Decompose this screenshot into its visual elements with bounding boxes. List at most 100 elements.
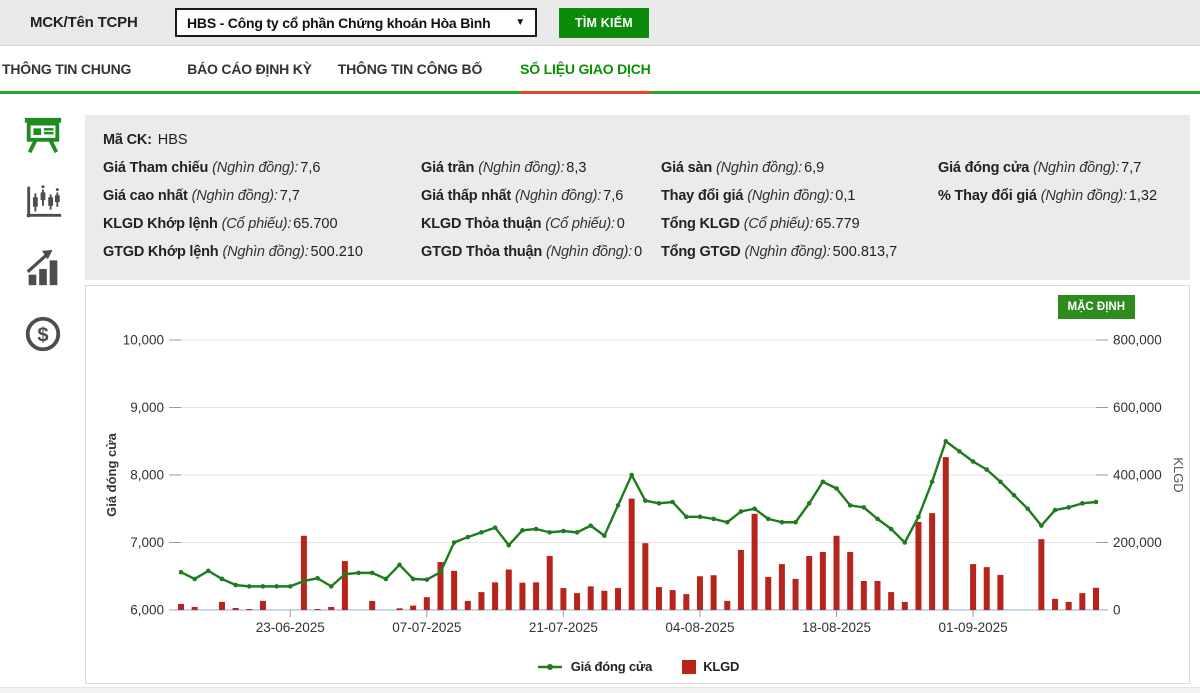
info-label: Tổng KLGD <box>661 216 740 232</box>
info-unit: (Cổ phiếu): <box>545 216 615 232</box>
info-value: 6,9 <box>804 160 825 176</box>
symbol-select-value: HBS - Công ty cổ phần Chứng khoán Hòa Bì… <box>187 14 491 31</box>
info-unit: (Cổ phiếu): <box>743 216 814 232</box>
info-unit: (Nghìn đồng): <box>515 188 602 204</box>
info-row: KLGD Khớp lệnh (Cổ phiếu): 65.700 KLGD Thỏa… <box>103 210 1172 238</box>
svg-text:23-06-2025: 23-06-2025 <box>256 620 325 635</box>
default-view-button[interactable]: MẶC ĐỊNH <box>1057 295 1135 319</box>
tab-thong-tin-cong-bo[interactable]: THÔNG TIN CÔNG BỐ <box>337 60 483 77</box>
info-unit: (Nghìn đồng): <box>478 160 565 176</box>
chevron-down-icon: ▼ <box>515 17 525 28</box>
info-item-gia-tran: Giá trần (Nghìn đồng): 8,3 <box>421 154 661 182</box>
info-row: GTGD Khớp lệnh (Nghìn đồng): 500.210 GTGD T… <box>103 238 1172 266</box>
stock-symbol-row: Mã CK: HBS <box>103 126 1172 154</box>
line-marker-icon <box>537 663 562 670</box>
info-value: 500.210 <box>310 244 363 260</box>
tab-thong-tin-chung[interactable]: THÔNG TIN CHUNG <box>2 60 132 77</box>
right-axis-title: KLGD <box>1171 457 1186 492</box>
info-label: Thay đổi giá <box>661 188 744 204</box>
price-volume-chart-svg[interactable]: 6,000 0 7,000 200,000 8,000 400,000 9,000 600,0… <box>86 286 1189 683</box>
svg-text:6,000: 6,000 <box>130 603 164 618</box>
topbar: MCK/Tên TCPH HBS - Công ty cổ phần Chứng… <box>0 0 1200 46</box>
svg-text:0: 0 <box>1113 603 1121 618</box>
trading-chart-card: MẶC ĐỊNH 6,000 0 7,000 200,000 8,000 400,000 9… <box>85 285 1190 684</box>
info-label: Giá Tham chiếu <box>103 160 209 176</box>
info-item-thay-doi-gia: Thay đổi giá (Nghìn đồng): 0,1 <box>661 182 938 210</box>
info-label: Giá trần <box>421 160 475 176</box>
bar-chart-icon <box>22 247 64 294</box>
info-item-gia-san: Giá sàn (Nghìn đồng): 6,9 <box>661 154 938 182</box>
tab-so-lieu-giao-dich[interactable]: SỐ LIỆU GIAO DỊCH <box>520 46 651 94</box>
icon-sidebar: $ <box>0 94 85 358</box>
info-value: 8,3 <box>566 160 587 176</box>
sidebar-item-volume[interactable] <box>21 248 65 292</box>
sidebar-item-finance[interactable]: $ <box>21 314 65 358</box>
info-item-gtgd-thoa-thuan: GTGD Thỏa thuận (Nghìn đồng): 0 <box>421 238 661 266</box>
info-unit: (Nghìn đồng): <box>222 244 309 260</box>
info-label: GTGD Khớp lệnh <box>103 244 219 260</box>
svg-text:800,000: 800,000 <box>1113 333 1162 348</box>
info-row: Giá cao nhất (Nghìn đồng): 7,7 Giá thấp nhấ… <box>103 182 1172 210</box>
info-label: Giá cao nhất <box>103 188 188 204</box>
info-value: 7,7 <box>279 188 300 204</box>
info-item-gia-dong-cua: Giá đóng cửa (Nghìn đồng): 7,7 <box>938 154 1172 182</box>
svg-text:7,000: 7,000 <box>130 535 164 550</box>
info-unit: (Nghìn đồng): <box>546 244 633 260</box>
page-bottom-strip <box>0 687 1200 693</box>
info-item-klgd-thoa-thuan: KLGD Thỏa thuận (Cổ phiếu): 0 <box>421 210 661 238</box>
tab-bao-cao-dinh-ky[interactable]: BÁO CÁO ĐỊNH KỲ <box>187 60 312 77</box>
info-value: 0 <box>616 216 625 232</box>
info-label: KLGD Khớp lệnh <box>103 216 218 232</box>
sidebar-item-overview[interactable] <box>21 116 65 160</box>
svg-text:04-08-2025: 04-08-2025 <box>665 620 734 635</box>
legend-label: Giá đóng cửa <box>570 659 653 674</box>
sidebar-item-candlestick[interactable] <box>21 182 65 226</box>
info-value: 0 <box>634 244 643 260</box>
info-label: KLGD Thỏa thuận <box>421 216 542 232</box>
presentation-chart-icon <box>22 115 64 162</box>
info-unit: (Nghìn đồng): <box>747 188 834 204</box>
candlestick-chart-icon <box>22 181 64 228</box>
legend-label: KLGD <box>703 659 740 674</box>
bar-swatch-icon <box>682 659 697 674</box>
content-area: Mã CK: HBS Giá Tham chiếu (Nghìn đồng): 7,… <box>85 94 1190 684</box>
info-item-gia-cao-nhat: Giá cao nhất (Nghìn đồng): 7,7 <box>103 182 421 210</box>
info-unit: (Nghìn đồng): <box>716 160 803 176</box>
info-item-ma-ck: Mã CK: HBS <box>103 126 421 154</box>
info-unit: (Nghìn đồng): <box>1033 160 1120 176</box>
ma-ck-label: Mã CK: <box>103 132 152 148</box>
svg-text:18-08-2025: 18-08-2025 <box>802 620 871 635</box>
svg-text:9,000: 9,000 <box>130 400 164 415</box>
left-axis-title: Giá đóng cửa <box>104 432 119 517</box>
info-item-tong-klgd: Tổng KLGD (Cổ phiếu): 65.779 <box>661 210 938 238</box>
price-line <box>178 438 1099 589</box>
dollar-coin-icon: $ <box>22 313 64 360</box>
ma-ck-value: HBS <box>157 132 188 148</box>
info-unit: (Nghìn đồng): <box>1040 188 1127 204</box>
info-value: 7,6 <box>300 160 321 176</box>
chart-grid: 6,000 0 7,000 200,000 8,000 400,000 9,000 600,0… <box>123 333 1162 618</box>
info-label: % Thay đổi giá <box>938 188 1037 204</box>
svg-text:21-07-2025: 21-07-2025 <box>529 620 598 635</box>
info-label: Giá đóng cửa <box>938 160 1030 176</box>
tab-bar: THÔNG TIN CHUNG BÁO CÁO ĐỊNH KỲ THÔNG TIN … <box>0 46 1200 94</box>
info-item-gtgd-khop-lenh: GTGD Khớp lệnh (Nghìn đồng): 500.210 <box>103 238 421 266</box>
stock-info-panel: Mã CK: HBS Giá Tham chiếu (Nghìn đồng): 7,… <box>85 115 1190 280</box>
info-item-tong-gtgd: Tổng GTGD (Nghìn đồng): 500.813,7 <box>661 238 938 266</box>
info-value: 65.700 <box>293 216 338 232</box>
symbol-select-label: MCK/Tên TCPH <box>30 14 138 31</box>
legend-item-volume[interactable]: KLGD <box>682 659 739 674</box>
svg-text:200,000: 200,000 <box>1113 535 1162 550</box>
legend-item-price[interactable]: Giá đóng cửa <box>536 659 652 674</box>
search-button[interactable]: TÌM KIẾM <box>559 7 649 38</box>
info-value: 65.779 <box>815 216 860 232</box>
info-value: 7,7 <box>1121 160 1142 176</box>
info-unit: (Cổ phiếu): <box>221 216 292 232</box>
volume-bars <box>178 457 1099 610</box>
info-unit: (Nghìn đồng): <box>191 188 278 204</box>
info-label: Tổng GTGD <box>661 244 741 260</box>
info-item-gia-thap-nhat: Giá thấp nhất (Nghìn đồng): 7,6 <box>421 182 661 210</box>
info-label: GTGD Thỏa thuận <box>421 244 543 260</box>
symbol-select[interactable]: HBS - Công ty cổ phần Chứng khoán Hòa Bì… <box>175 8 537 37</box>
svg-text:10,000: 10,000 <box>123 333 164 348</box>
